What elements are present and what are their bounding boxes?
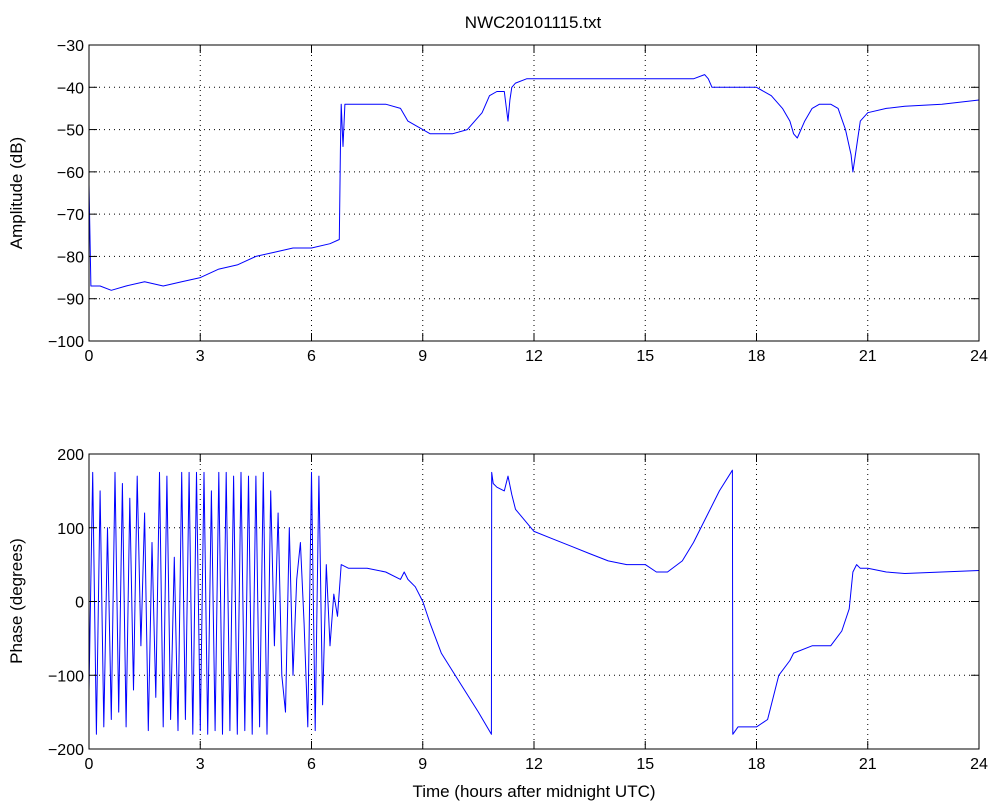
- x-tick-label: 6: [307, 348, 316, 365]
- x-axis-label: Time (hours after midnight UTC): [412, 782, 655, 801]
- y-tick-label: 0: [75, 595, 84, 612]
- x-tick-label: 12: [525, 756, 543, 773]
- phase-panel: 0 3 6 9 12 15 18 21 24 200 100 0 −100 −200 Phase (deg…: [7, 447, 988, 801]
- y-tick-label: 100: [57, 521, 84, 538]
- x-tick-label: 6: [307, 756, 316, 773]
- phase-y-axis-label: Phase (degrees): [7, 538, 26, 664]
- y-tick-label: −50: [57, 123, 84, 140]
- y-tick-label: −80: [57, 249, 84, 266]
- x-tick-label: 9: [418, 756, 427, 773]
- y-tick-label: −60: [57, 165, 84, 182]
- x-tick-label: 15: [636, 756, 654, 773]
- phase-ticks: 0 3 6 9 12 15 18 21 24 200 100 0 −100 −200: [48, 447, 988, 773]
- amplitude-y-axis-label: Amplitude (dB): [7, 137, 26, 249]
- x-tick-label: 12: [525, 348, 543, 365]
- phase-series-line: [88, 469, 980, 735]
- x-tick-label: 0: [85, 756, 94, 773]
- y-tick-label: 200: [57, 447, 84, 464]
- x-tick-label: 9: [418, 348, 427, 365]
- x-tick-label: 18: [748, 348, 766, 365]
- x-tick-label: 21: [859, 756, 877, 773]
- y-tick-label: −90: [57, 292, 84, 309]
- y-tick-label: −30: [57, 38, 84, 55]
- y-tick-label: −100: [48, 668, 84, 685]
- y-tick-label: −100: [48, 334, 84, 351]
- y-tick-label: −200: [48, 742, 84, 759]
- x-tick-label: 15: [636, 348, 654, 365]
- amplitude-grid: [89, 45, 979, 341]
- y-tick-label: −70: [57, 207, 84, 224]
- chart-title: NWC20101115.txt: [465, 13, 602, 32]
- y-tick-label: −40: [57, 80, 84, 97]
- phase-axes-frame: [88, 453, 980, 750]
- x-tick-label: 24: [970, 756, 988, 773]
- x-tick-label: 21: [859, 348, 877, 365]
- x-tick-label: 18: [748, 756, 766, 773]
- x-tick-label: 0: [85, 348, 94, 365]
- x-tick-label: 3: [196, 348, 205, 365]
- amplitude-axes-frame: [88, 44, 980, 342]
- x-tick-label: 3: [196, 756, 205, 773]
- x-tick-label: 24: [970, 348, 988, 365]
- amplitude-series-line: [88, 74, 980, 291]
- amplitude-ticks: 0 3 6 9 12 15 18 21 24 −30 −40 −50 −60 −70 −80 −90 −100: [48, 38, 988, 365]
